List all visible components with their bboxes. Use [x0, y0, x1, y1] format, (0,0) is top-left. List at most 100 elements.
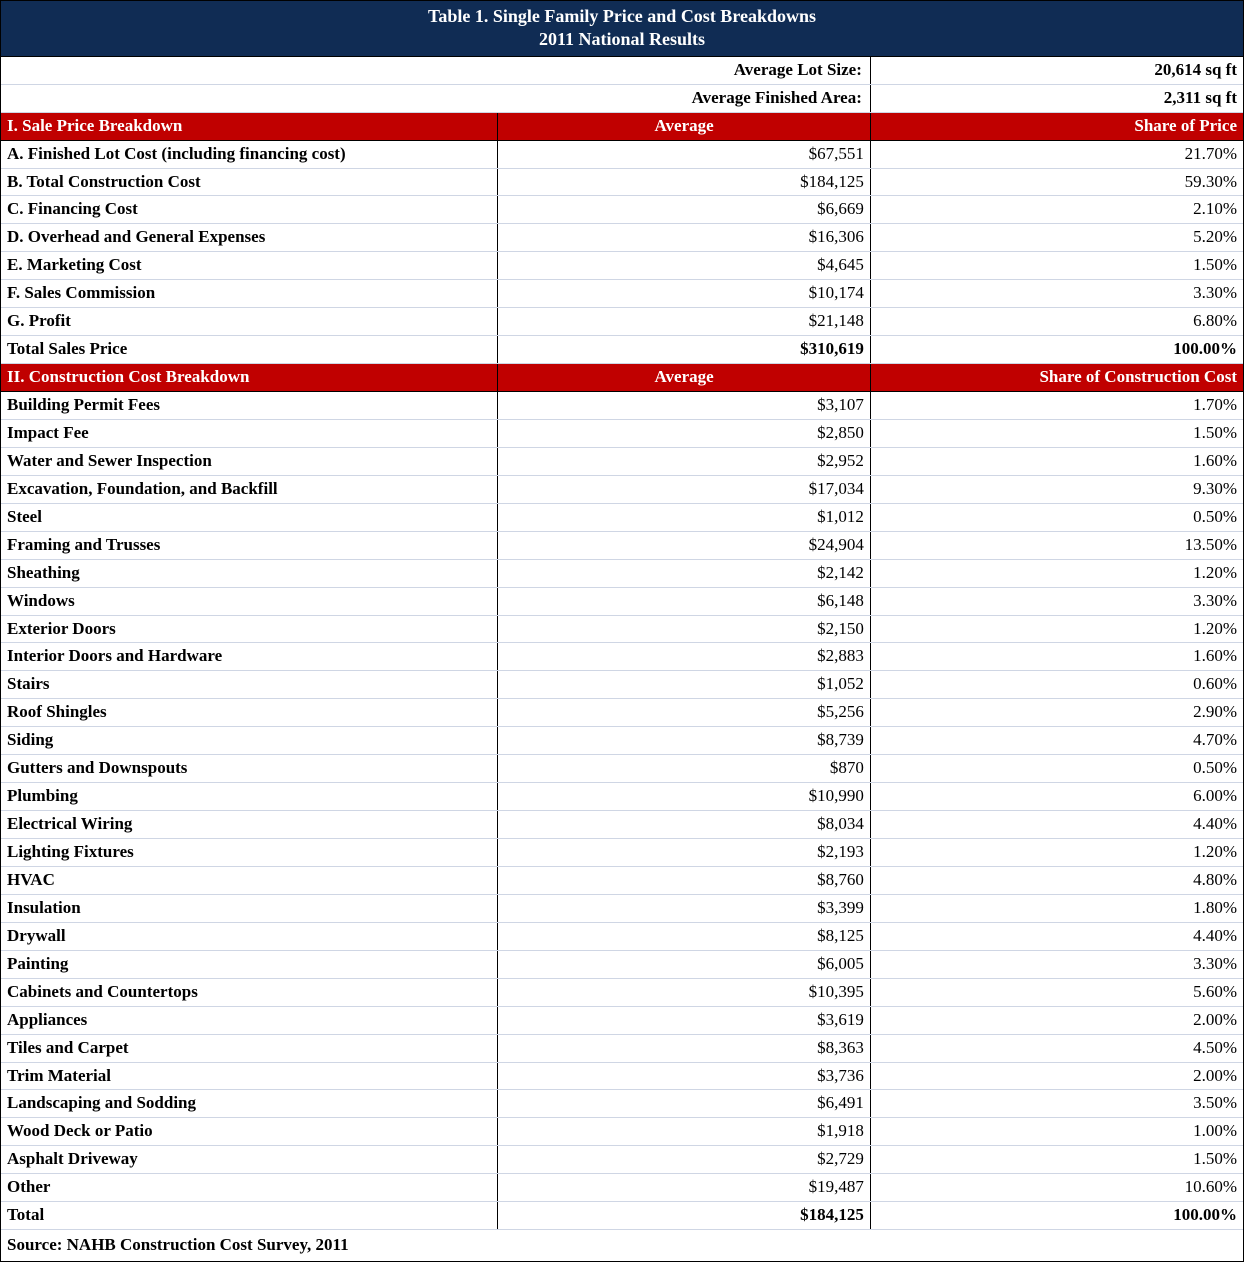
- row-avg: $8,034: [498, 811, 871, 839]
- row-label: Plumbing: [1, 783, 498, 811]
- row-label: Drywall: [1, 922, 498, 950]
- total-share: 100.00%: [870, 336, 1243, 364]
- row-avg: $3,399: [498, 894, 871, 922]
- row-label: Tiles and Carpet: [1, 1034, 498, 1062]
- row-label: Trim Material: [1, 1062, 498, 1090]
- section-header-avg: Average: [498, 112, 871, 140]
- construction-cost-header: II. Construction Cost BreakdownAverageSh…: [1, 364, 1243, 392]
- row-avg: $2,729: [498, 1146, 871, 1174]
- row-avg: $1,012: [498, 503, 871, 531]
- row-share: 0.60%: [870, 671, 1243, 699]
- table-row: Stairs$1,0520.60%: [1, 671, 1243, 699]
- total-share: 100.00%: [870, 1202, 1243, 1230]
- section-header-avg: Average: [498, 364, 871, 392]
- row-share: 2.90%: [870, 699, 1243, 727]
- row-share: 0.50%: [870, 755, 1243, 783]
- row-avg: $10,395: [498, 978, 871, 1006]
- row-share: 5.20%: [870, 224, 1243, 252]
- row-share: 4.40%: [870, 811, 1243, 839]
- title-line-1: Table 1. Single Family Price and Cost Br…: [1, 5, 1243, 28]
- row-label: B. Total Construction Cost: [1, 168, 498, 196]
- row-avg: $16,306: [498, 224, 871, 252]
- row-label: Other: [1, 1174, 498, 1202]
- row-avg: $2,883: [498, 643, 871, 671]
- row-label: Water and Sewer Inspection: [1, 447, 498, 475]
- table-row: Roof Shingles$5,2562.90%: [1, 699, 1243, 727]
- table-row: Electrical Wiring$8,0344.40%: [1, 811, 1243, 839]
- title-line-2: 2011 National Results: [1, 28, 1243, 51]
- row-label: Impact Fee: [1, 419, 498, 447]
- table-row: HVAC$8,7604.80%: [1, 866, 1243, 894]
- source-text: Source: NAHB Construction Cost Survey, 2…: [1, 1230, 1243, 1261]
- row-share: 2.00%: [870, 1006, 1243, 1034]
- row-share: 1.70%: [870, 392, 1243, 420]
- table-row: Asphalt Driveway$2,7291.50%: [1, 1146, 1243, 1174]
- row-avg: $10,174: [498, 280, 871, 308]
- row-share: 4.70%: [870, 727, 1243, 755]
- table-row: Impact Fee$2,8501.50%: [1, 419, 1243, 447]
- table-row: Painting$6,0053.30%: [1, 950, 1243, 978]
- row-share: 1.20%: [870, 615, 1243, 643]
- row-label: Asphalt Driveway: [1, 1146, 498, 1174]
- row-avg: $6,669: [498, 196, 871, 224]
- row-avg: $2,850: [498, 419, 871, 447]
- row-avg: $8,760: [498, 866, 871, 894]
- row-avg: $2,142: [498, 559, 871, 587]
- table-row: Insulation$3,3991.80%: [1, 894, 1243, 922]
- table-row: Building Permit Fees$3,1071.70%: [1, 392, 1243, 420]
- info-label: Average Lot Size:: [1, 57, 870, 84]
- row-avg: $6,148: [498, 587, 871, 615]
- row-label: Exterior Doors: [1, 615, 498, 643]
- row-share: 6.80%: [870, 308, 1243, 336]
- row-avg: $3,619: [498, 1006, 871, 1034]
- table-row: Framing and Trusses$24,90413.50%: [1, 531, 1243, 559]
- row-avg: $8,363: [498, 1034, 871, 1062]
- section-header-label: II. Construction Cost Breakdown: [1, 364, 498, 392]
- row-share: 9.30%: [870, 475, 1243, 503]
- row-label: F. Sales Commission: [1, 280, 498, 308]
- row-share: 3.30%: [870, 950, 1243, 978]
- table-row: D. Overhead and General Expenses$16,3065…: [1, 224, 1243, 252]
- row-label: Framing and Trusses: [1, 531, 498, 559]
- total-label: Total: [1, 1202, 498, 1230]
- row-label: Sheathing: [1, 559, 498, 587]
- table-container: Table 1. Single Family Price and Cost Br…: [0, 0, 1244, 1262]
- row-avg: $10,990: [498, 783, 871, 811]
- info-value: 2,311 sq ft: [870, 84, 1243, 112]
- row-share: 4.80%: [870, 866, 1243, 894]
- row-share: 0.50%: [870, 503, 1243, 531]
- row-label: E. Marketing Cost: [1, 252, 498, 280]
- row-label: Building Permit Fees: [1, 392, 498, 420]
- row-share: 1.20%: [870, 559, 1243, 587]
- table-row: Tiles and Carpet$8,3634.50%: [1, 1034, 1243, 1062]
- row-share: 13.50%: [870, 531, 1243, 559]
- construction-cost-total: Total$184,125100.00%: [1, 1202, 1243, 1230]
- table-title: Table 1. Single Family Price and Cost Br…: [1, 1, 1243, 57]
- row-share: 1.50%: [870, 1146, 1243, 1174]
- table-row: Windows$6,1483.30%: [1, 587, 1243, 615]
- table-row: Gutters and Downspouts$8700.50%: [1, 755, 1243, 783]
- row-label: A. Finished Lot Cost (including financin…: [1, 140, 498, 168]
- row-label: Wood Deck or Patio: [1, 1118, 498, 1146]
- row-label: Siding: [1, 727, 498, 755]
- info-label: Average Finished Area:: [1, 84, 870, 112]
- row-share: 4.40%: [870, 922, 1243, 950]
- row-avg: $6,491: [498, 1090, 871, 1118]
- table-row: Other$19,48710.60%: [1, 1174, 1243, 1202]
- row-avg: $17,034: [498, 475, 871, 503]
- row-label: Insulation: [1, 894, 498, 922]
- row-share: 3.50%: [870, 1090, 1243, 1118]
- row-avg: $2,952: [498, 447, 871, 475]
- table-row: Trim Material$3,7362.00%: [1, 1062, 1243, 1090]
- table-row: Lighting Fixtures$2,1931.20%: [1, 839, 1243, 867]
- row-avg: $2,193: [498, 839, 871, 867]
- row-share: 3.30%: [870, 587, 1243, 615]
- info-row: Average Finished Area:2,311 sq ft: [1, 84, 1243, 112]
- row-avg: $8,739: [498, 727, 871, 755]
- row-label: D. Overhead and General Expenses: [1, 224, 498, 252]
- row-label: C. Financing Cost: [1, 196, 498, 224]
- info-row: Average Lot Size:20,614 sq ft: [1, 57, 1243, 84]
- table-row: Wood Deck or Patio$1,9181.00%: [1, 1118, 1243, 1146]
- info-value: 20,614 sq ft: [870, 57, 1243, 84]
- row-avg: $5,256: [498, 699, 871, 727]
